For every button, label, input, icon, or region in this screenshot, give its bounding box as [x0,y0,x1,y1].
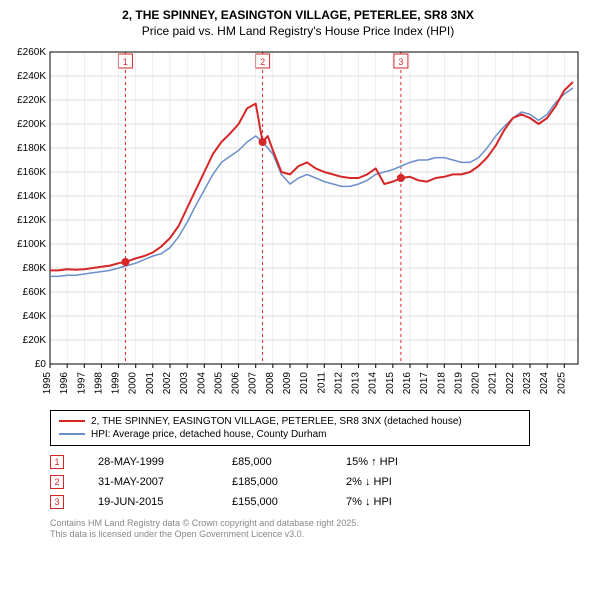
svg-text:£240K: £240K [17,71,46,82]
legend-label-2: HPI: Average price, detached house, Coun… [91,429,327,440]
svg-text:3: 3 [398,57,403,67]
svg-text:2023: 2023 [522,371,533,394]
chart-title-line1: 2, THE SPINNEY, EASINGTON VILLAGE, PETER… [8,8,588,24]
svg-text:2020: 2020 [471,371,482,394]
svg-text:£80K: £80K [23,263,47,274]
svg-text:2005: 2005 [213,371,224,394]
svg-text:2018: 2018 [436,371,447,394]
svg-text:£220K: £220K [17,95,46,106]
legend-label-1: 2, THE SPINNEY, EASINGTON VILLAGE, PETER… [91,416,462,427]
footer-line-2: This data is licensed under the Open Gov… [50,529,588,541]
svg-text:2004: 2004 [196,371,207,394]
marker-table: 1 28-MAY-1999 £85,000 15% ↑ HPI 2 31-MAY… [50,452,588,512]
svg-text:2001: 2001 [145,371,156,394]
svg-text:2007: 2007 [248,371,259,394]
marker-row-1: 1 28-MAY-1999 £85,000 15% ↑ HPI [50,452,588,472]
footer: Contains HM Land Registry data © Crown c… [50,518,588,541]
svg-text:£100K: £100K [17,239,46,250]
svg-text:2010: 2010 [299,371,310,394]
marker-hpi-1: 15% ↑ HPI [346,456,436,468]
svg-text:2012: 2012 [333,371,344,394]
svg-text:2013: 2013 [351,371,362,394]
svg-text:1: 1 [123,57,128,67]
svg-text:£60K: £60K [23,287,47,298]
footer-line-1: Contains HM Land Registry data © Crown c… [50,518,588,530]
legend-swatch-1 [59,420,85,423]
svg-text:1999: 1999 [111,371,122,394]
legend-row-2: HPI: Average price, detached house, Coun… [59,428,521,441]
svg-text:£200K: £200K [17,119,46,130]
svg-text:1995: 1995 [42,371,53,394]
marker-box-3: 3 [50,495,64,509]
svg-text:2021: 2021 [488,371,499,394]
svg-text:2002: 2002 [162,371,173,394]
svg-text:£180K: £180K [17,143,46,154]
svg-text:2024: 2024 [539,371,550,394]
svg-text:2003: 2003 [179,371,190,394]
marker-date-2: 31-MAY-2007 [98,476,198,488]
svg-text:2006: 2006 [231,371,242,394]
svg-text:£160K: £160K [17,167,46,178]
chart-container: 2, THE SPINNEY, EASINGTON VILLAGE, PETER… [0,0,600,590]
marker-price-2: £185,000 [232,476,312,488]
svg-text:2025: 2025 [556,371,567,394]
marker-hpi-2: 2% ↓ HPI [346,476,436,488]
marker-price-1: £85,000 [232,456,312,468]
svg-text:1996: 1996 [59,371,70,394]
svg-text:2008: 2008 [265,371,276,394]
svg-text:£20K: £20K [23,335,47,346]
marker-row-3: 3 19-JUN-2015 £155,000 7% ↓ HPI [50,492,588,512]
svg-text:1997: 1997 [76,371,87,394]
legend-row-1: 2, THE SPINNEY, EASINGTON VILLAGE, PETER… [59,415,521,428]
svg-text:£120K: £120K [17,215,46,226]
legend-box: 2, THE SPINNEY, EASINGTON VILLAGE, PETER… [50,410,530,446]
marker-box-2: 2 [50,475,64,489]
svg-text:1998: 1998 [93,371,104,394]
chart-plot-area: £0 £20K £40K £60K £80K £100K £120K £140K £160K £1… [8,44,588,404]
marker-row-2: 2 31-MAY-2007 £185,000 2% ↓ HPI [50,472,588,492]
svg-text:2022: 2022 [505,371,516,394]
svg-text:£40K: £40K [23,311,47,322]
legend-swatch-2 [59,433,85,435]
svg-text:2000: 2000 [128,371,139,394]
svg-text:2016: 2016 [402,371,413,394]
marker-date-3: 19-JUN-2015 [98,496,198,508]
svg-text:2015: 2015 [385,371,396,394]
svg-text:2014: 2014 [368,371,379,394]
svg-text:2009: 2009 [282,371,293,394]
svg-text:£140K: £140K [17,191,46,202]
chart-svg: £0 £20K £40K £60K £80K £100K £120K £140K £160K £1… [8,44,588,404]
marker-price-3: £155,000 [232,496,312,508]
svg-text:2017: 2017 [419,371,430,394]
marker-date-1: 28-MAY-1999 [98,456,198,468]
chart-title-line2: Price paid vs. HM Land Registry's House … [8,24,588,38]
marker-hpi-3: 7% ↓ HPI [346,496,436,508]
svg-text:£0: £0 [35,359,47,370]
svg-text:2: 2 [260,57,265,67]
svg-text:2019: 2019 [453,371,464,394]
svg-text:£260K: £260K [17,47,46,58]
marker-box-1: 1 [50,455,64,469]
svg-text:2011: 2011 [316,371,327,393]
